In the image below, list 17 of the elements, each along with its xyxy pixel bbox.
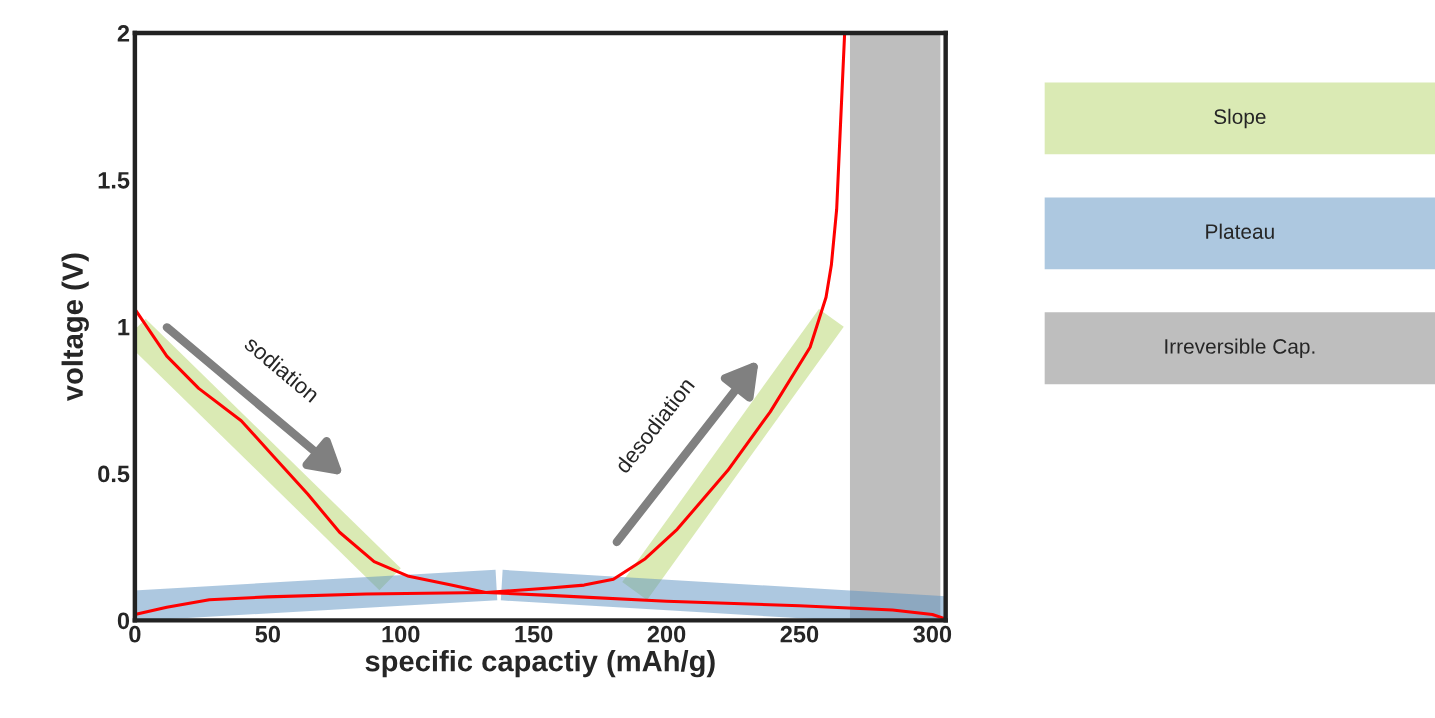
text: Irreversible Cap. (1165, 338, 1315, 358)
y-tick-label: 1 (118, 319, 130, 336)
y-tick-label: 0.5 (98, 465, 130, 483)
x-axis-title: specific capactiy (mAh/g) (365, 650, 715, 678)
y-tick-label: 1.5 (98, 172, 130, 189)
text: Slope (1214, 108, 1266, 129)
y-tick-label: 2 (117, 25, 130, 42)
y-axis-title: voltage (V) (61, 253, 89, 402)
x-tick-label: 250 (780, 625, 819, 643)
x-tick-label: 200 (647, 625, 686, 643)
x-tick-label: 150 (515, 625, 553, 643)
text: Plateau (1206, 223, 1274, 239)
y-tick-label: 0 (117, 612, 130, 630)
x-tick-label: 300 (913, 625, 952, 643)
x-tick-label: 50 (255, 625, 280, 643)
x-tick-label: 0 (129, 625, 141, 643)
x-tick-label: 100 (382, 625, 420, 643)
